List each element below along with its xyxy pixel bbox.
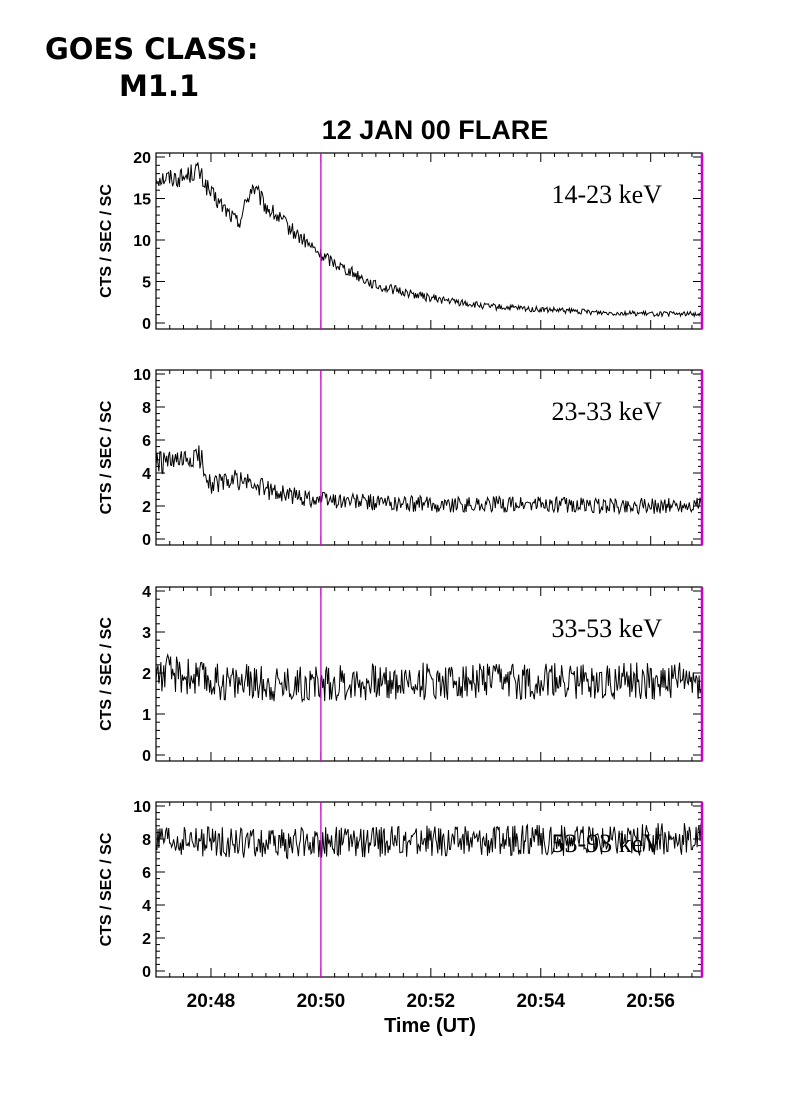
x-tick-label: 20:50	[297, 991, 346, 1012]
energy-band-label: 14-23 keV	[552, 180, 663, 209]
y-tick-label: 8	[142, 832, 151, 849]
y-tick-label: 1	[142, 707, 151, 724]
y-tick-label: 6	[142, 865, 151, 882]
lightcurve-trace	[155, 162, 702, 319]
y-tick-label: 8	[142, 400, 151, 417]
energy-band-label: 53-93 keV	[552, 829, 663, 858]
y-axis-label: CTS / SEC / SC	[98, 832, 115, 946]
goes-class-value: M1.1	[119, 69, 200, 103]
lightcurve-trace	[155, 445, 703, 516]
y-tick-label: 4	[142, 466, 151, 483]
x-tick-label: 20:56	[626, 991, 675, 1012]
y-tick-label: 0	[142, 748, 151, 765]
panel-2: 0 2 4 6 8 10 CTS / SEC / SC 23-33 keV	[98, 367, 704, 549]
y-tick-label: 0	[142, 532, 151, 549]
panel-1: 0 5 10 15 20 CTS / SEC / SC 14-23 keV 12 JAN 00…	[98, 115, 704, 333]
y-tick-label: 20	[133, 150, 151, 167]
energy-band-label: 23-33 keV	[552, 397, 663, 426]
panel-4: 0 2 4 6 8 10 CTS / SEC / SC 53-93 keV 20:48 20:50…	[98, 799, 704, 1037]
y-tick-label: 6	[142, 433, 151, 450]
y-tick-label: 15	[133, 192, 151, 209]
goes-class-label: GOES CLASS:	[45, 32, 259, 66]
y-tick-label: 10	[133, 367, 151, 384]
x-tick-label: 20:52	[407, 991, 456, 1012]
y-tick-label: 3	[142, 625, 151, 642]
y-tick-label: 10	[133, 799, 151, 816]
y-tick-label: 2	[142, 666, 151, 683]
y-axis-label: CTS / SEC / SC	[98, 184, 115, 298]
y-tick-label: 0	[142, 316, 151, 333]
y-axis-label: CTS / SEC / SC	[98, 400, 115, 514]
lightcurve-trace	[155, 653, 703, 704]
y-tick-label: 4	[142, 898, 151, 915]
panel-3: 0 1 2 3 4 CTS / SEC / SC 33-53 keV	[98, 584, 704, 765]
y-tick-label: 2	[142, 499, 151, 516]
y-tick-label: 4	[142, 584, 151, 601]
y-axis-label: CTS / SEC / SC	[98, 617, 115, 731]
x-tick-label: 20:48	[187, 991, 236, 1012]
chart-title: 12 JAN 00 FLARE	[322, 115, 549, 145]
y-tick-label: 5	[142, 275, 151, 292]
y-tick-label: 10	[133, 233, 151, 250]
x-tick-label: 20:54	[516, 991, 565, 1012]
y-tick-label: 0	[142, 964, 151, 981]
energy-band-label: 33-53 keV	[552, 614, 663, 643]
y-tick-label: 2	[142, 931, 151, 948]
lightcurve-trace	[156, 823, 703, 860]
x-axis-label: Time (UT)	[384, 1015, 476, 1037]
